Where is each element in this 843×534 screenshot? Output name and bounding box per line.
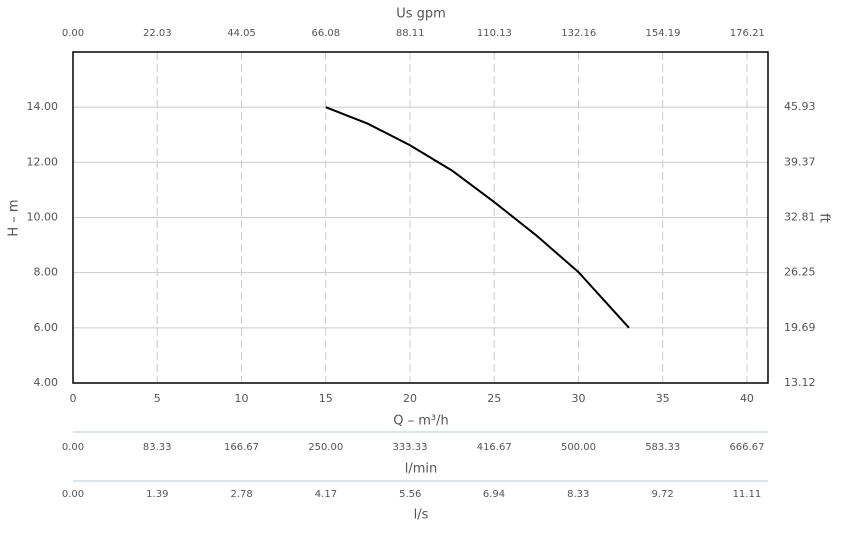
- plot-border: [72, 51, 769, 384]
- x-tick-label: 4.17: [315, 489, 337, 500]
- x-tick-label: 0: [70, 392, 77, 405]
- x-tick-label: 666.67: [729, 442, 764, 453]
- x-tick-label: 0.00: [62, 489, 84, 500]
- y2-tick-label: 45.93: [784, 100, 816, 113]
- x-tick-label: 583.33: [645, 442, 680, 453]
- x-tick-label: 83.33: [143, 442, 172, 453]
- y2-tick-label: 39.37: [784, 155, 816, 168]
- x-tick-label: 500.00: [561, 442, 596, 453]
- curve: [325, 106, 630, 329]
- x-tick-label: 132.16: [561, 28, 596, 39]
- x-tick-label: 66.08: [312, 28, 341, 39]
- top-axis-title: Us gpm: [396, 7, 446, 22]
- y-tick-label: 12.00: [27, 155, 59, 168]
- x-tick-label: 0.00: [62, 442, 84, 453]
- y-tick-label: 4.00: [34, 376, 59, 389]
- x-tick-label: 5: [154, 392, 161, 405]
- x-tick-label: 30: [571, 392, 585, 405]
- x-tick-label: 5.56: [399, 489, 421, 500]
- y-tick-label: 6.00: [34, 321, 59, 334]
- y2-tick-label: 13.12: [784, 376, 816, 389]
- x-tick-label: 40: [740, 392, 754, 405]
- x-tick-label: 44.05: [227, 28, 256, 39]
- x-tick-label: 9.72: [651, 489, 673, 500]
- y-axis-title: H – m: [7, 199, 22, 236]
- x-tick-label: 110.13: [477, 28, 512, 39]
- x-axis-title: Q – m³/h: [393, 414, 449, 429]
- x-tick-label: 10: [234, 392, 248, 405]
- y-tick-label: 14.00: [27, 100, 59, 113]
- x-tick-label: 88.11: [396, 28, 425, 39]
- x-tick-label: 20: [403, 392, 417, 405]
- x-tick-label: 11.11: [733, 489, 762, 500]
- y-tick-label: 10.00: [27, 211, 59, 224]
- x-tick-label: 35: [656, 392, 670, 405]
- y2-tick-label: 26.25: [784, 266, 816, 279]
- x-tick-label: 176.21: [730, 28, 765, 39]
- axis-title: l/min: [405, 462, 438, 477]
- x-tick-label: 1.39: [146, 489, 168, 500]
- x-tick-label: 8.33: [567, 489, 589, 500]
- x-tick-label: 416.67: [477, 442, 512, 453]
- x-tick-label: 0.00: [62, 28, 84, 39]
- x-tick-label: 154.19: [646, 28, 681, 39]
- x-tick-label: 6.94: [483, 489, 505, 500]
- axis-title: l/s: [414, 508, 429, 523]
- y2-tick-label: 19.69: [784, 321, 816, 334]
- x-tick-label: 22.03: [143, 28, 172, 39]
- x-tick-label: 166.67: [224, 442, 259, 453]
- x-tick-label: 25: [487, 392, 501, 405]
- y-tick-label: 8.00: [34, 266, 59, 279]
- x-tick-label: 250.00: [308, 442, 343, 453]
- x-tick-label: 2.78: [230, 489, 252, 500]
- y2-tick-label: 32.81: [784, 210, 816, 223]
- x-tick-label: 15: [319, 392, 333, 405]
- x-tick-label: 333.33: [392, 442, 427, 453]
- y2-axis-title: ft: [817, 213, 832, 222]
